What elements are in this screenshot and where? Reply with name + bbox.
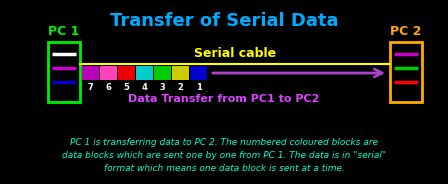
Bar (136, 66, 153, 80)
Bar (82, 66, 99, 80)
Text: data blocks which are sent one by one from PC 1. The data is in "serial": data blocks which are sent one by one fr… (62, 151, 386, 160)
Text: PC 1: PC 1 (48, 25, 80, 38)
Text: 3: 3 (159, 83, 165, 92)
Bar (118, 66, 135, 80)
Text: Transfer of Serial Data: Transfer of Serial Data (110, 12, 338, 30)
Text: format which means one data block is sent at a time.: format which means one data block is sen… (103, 164, 345, 173)
Bar (390, 42, 422, 102)
Text: 2: 2 (177, 83, 183, 92)
Text: 6: 6 (106, 83, 112, 92)
Bar (100, 66, 117, 80)
Text: 1: 1 (196, 83, 202, 92)
Bar (172, 66, 189, 80)
Text: Serial cable: Serial cable (194, 47, 276, 60)
Text: 4: 4 (142, 83, 147, 92)
Text: Data Transfer from PC1 to PC2: Data Transfer from PC1 to PC2 (128, 94, 320, 104)
Text: 7: 7 (88, 83, 93, 92)
Bar (190, 66, 207, 80)
Text: 5: 5 (124, 83, 129, 92)
Bar (48, 42, 80, 102)
Text: PC 2: PC 2 (390, 25, 422, 38)
Bar (154, 66, 171, 80)
Text: PC 1 is transferring data to PC 2. The numbered coloured blocks are: PC 1 is transferring data to PC 2. The n… (70, 138, 378, 147)
